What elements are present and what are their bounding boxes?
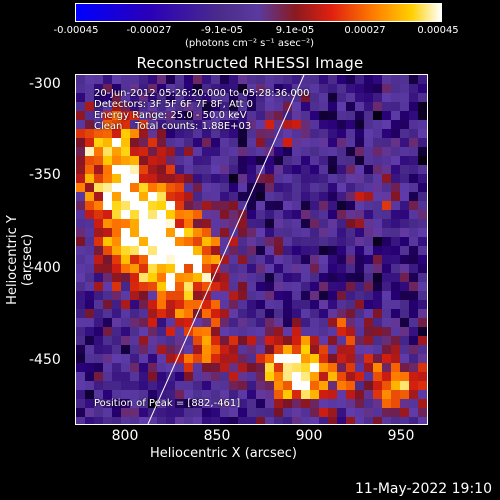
peak-position: Position of Peak = [882,-461] bbox=[94, 398, 241, 409]
annotation-detectors: Detectors: 3F 5F 6F 7F 8F, Att 0 bbox=[94, 99, 254, 110]
x-tick: 900 bbox=[295, 428, 323, 444]
colorbar-tick: -9.1e-05 bbox=[201, 25, 243, 36]
y-tick: -450 bbox=[29, 352, 61, 368]
y-axis-label: Heliocentric Y (arcsec) bbox=[5, 215, 35, 305]
annotation-energy: Energy Range: 25.0 - 50.0 keV bbox=[94, 110, 247, 121]
plot-title: Reconstructed RHESSI Image bbox=[136, 54, 364, 72]
image-plot: 20-Jun-2012 05:26:20.000 to 05:28:36.000… bbox=[75, 74, 428, 425]
y-tick: -300 bbox=[29, 76, 61, 92]
x-axis-label: Heliocentric X (arcsec) bbox=[150, 446, 297, 461]
colorbar-units: (photons cm⁻² s⁻¹ asec⁻²) bbox=[185, 38, 315, 49]
colorbar bbox=[75, 3, 442, 22]
y-tick: -400 bbox=[29, 260, 61, 276]
x-tick: 950 bbox=[387, 428, 415, 444]
annotation-time: 20-Jun-2012 05:26:20.000 to 05:28:36.000 bbox=[94, 88, 310, 99]
colorbar-tick: -0.00045 bbox=[53, 25, 99, 36]
y-tick: -350 bbox=[29, 167, 61, 183]
colorbar-tick: -0.00027 bbox=[126, 25, 172, 36]
annotation-counts: Clean Total counts: 1.88E+03 bbox=[94, 121, 252, 132]
colorbar-tick: 0.00027 bbox=[344, 25, 386, 36]
footer-timestamp: 11-May-2022 19:10 bbox=[354, 481, 492, 497]
solar-limb-line bbox=[147, 75, 305, 424]
x-tick: 850 bbox=[203, 428, 231, 444]
x-tick: 800 bbox=[111, 428, 139, 444]
hxr-image-heatmap bbox=[76, 75, 427, 424]
colorbar-tick: 0.00045 bbox=[417, 25, 459, 36]
colorbar-tick: 9.1e-05 bbox=[275, 25, 315, 36]
